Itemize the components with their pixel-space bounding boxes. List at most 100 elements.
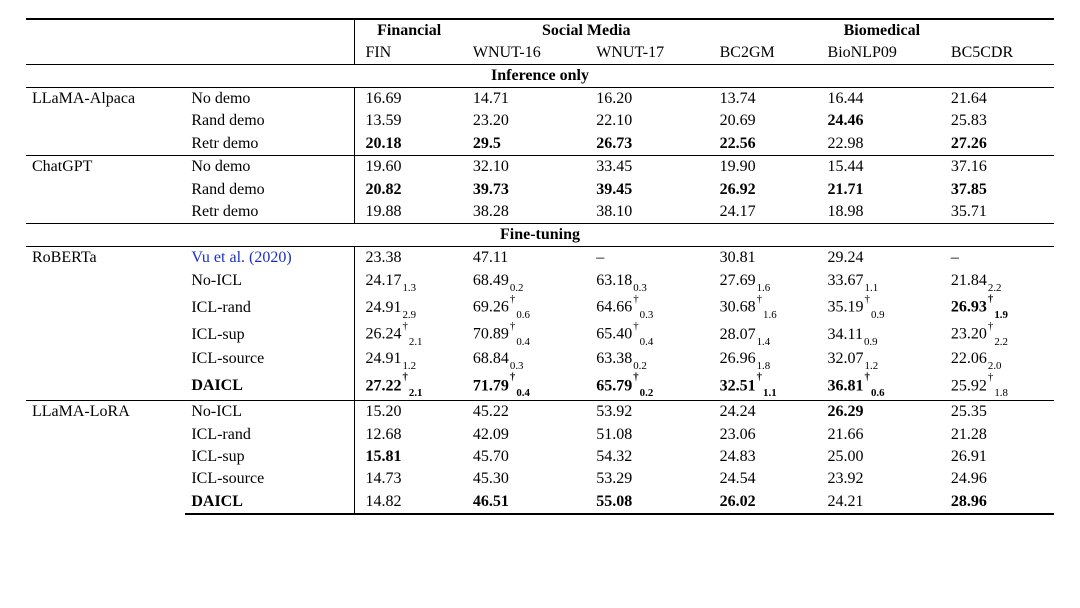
- cell: 21.28: [941, 424, 1054, 446]
- cell: 18.98: [818, 201, 941, 224]
- cell: 13.59: [355, 110, 463, 132]
- model-roberta: RoBERTa: [26, 247, 185, 401]
- cell: 19.88: [355, 201, 463, 224]
- header-dataset-row: FIN WNUT-16 WNUT-17 BC2GM BioNLP09 BC5CD…: [26, 42, 1054, 65]
- cell: 14.71: [463, 88, 586, 111]
- method-label: No-ICL: [185, 270, 355, 295]
- results-table: Financial Social Media Biomedical FIN WN…: [26, 18, 1054, 515]
- cell: 46.51: [463, 491, 586, 514]
- table-row: RoBERTa Vu et al. (2020) 23.38 47.11 – 3…: [26, 247, 1054, 270]
- cell: 21.66: [818, 424, 941, 446]
- cell: 26.24†2.1: [355, 321, 463, 348]
- cell: 28.96: [941, 491, 1054, 514]
- method-label: ICL-source: [185, 348, 355, 373]
- table-row: LLaMA-LoRA No-ICL 15.20 45.22 53.92 24.2…: [26, 401, 1054, 424]
- group-social: Social Media: [463, 19, 710, 42]
- cell: 24.46: [818, 110, 941, 132]
- table-row: ChatGPT No demo 19.60 32.10 33.45 19.90 …: [26, 156, 1054, 179]
- col-bionlp: BioNLP09: [818, 42, 941, 65]
- cell: 23.38: [355, 247, 463, 270]
- header-group-row: Financial Social Media Biomedical: [26, 19, 1054, 42]
- cell: 55.08: [586, 491, 709, 514]
- col-bc2gm: BC2GM: [710, 42, 818, 65]
- cell: 68.840.3: [463, 348, 586, 373]
- method-label: Rand demo: [185, 110, 355, 132]
- cell: 25.35: [941, 401, 1054, 424]
- cell: 15.81: [355, 446, 463, 468]
- cell: 24.171.3: [355, 270, 463, 295]
- cell: 26.91: [941, 446, 1054, 468]
- cell: 32.10: [463, 156, 586, 179]
- cell: 19.60: [355, 156, 463, 179]
- cell: 39.45: [586, 179, 709, 201]
- cell: 33.671.1: [818, 270, 941, 295]
- method-label: No demo: [185, 156, 355, 179]
- method-label: ICL-sup: [185, 446, 355, 468]
- cell: 34.110.9: [818, 321, 941, 348]
- cell: 63.180.3: [586, 270, 709, 295]
- cell: 65.79†0.2: [586, 373, 709, 401]
- method-label: Rand demo: [185, 179, 355, 201]
- cell: 29.24: [818, 247, 941, 270]
- cell: 47.11: [463, 247, 586, 270]
- cell: 38.10: [586, 201, 709, 224]
- cell: 21.842.2: [941, 270, 1054, 295]
- cell: 22.98: [818, 133, 941, 156]
- cell: 24.54: [710, 468, 818, 490]
- cell: 38.28: [463, 201, 586, 224]
- method-label: No demo: [185, 88, 355, 111]
- cell: 24.912.9: [355, 294, 463, 321]
- cell: 27.26: [941, 133, 1054, 156]
- col-wnut16: WNUT-16: [463, 42, 586, 65]
- cell: 51.08: [586, 424, 709, 446]
- cell: 69.26†0.6: [463, 294, 586, 321]
- cell: 24.83: [710, 446, 818, 468]
- cell: 12.68: [355, 424, 463, 446]
- cell: 23.20: [463, 110, 586, 132]
- cell: 26.73: [586, 133, 709, 156]
- method-label: ICL-rand: [185, 424, 355, 446]
- cell: 26.02: [710, 491, 818, 514]
- cell: 25.83: [941, 110, 1054, 132]
- cell: 14.73: [355, 468, 463, 490]
- cell: 15.44: [818, 156, 941, 179]
- cell: 70.89†0.4: [463, 321, 586, 348]
- cell: 36.81†0.6: [818, 373, 941, 401]
- cell: 30.81: [710, 247, 818, 270]
- cell: 27.691.6: [710, 270, 818, 295]
- cell: 20.69: [710, 110, 818, 132]
- model-llama-alpaca: LLaMA-Alpaca: [26, 88, 185, 156]
- cell: 26.961.8: [710, 348, 818, 373]
- cell: 68.490.2: [463, 270, 586, 295]
- cell: 37.85: [941, 179, 1054, 201]
- method-label: ICL-sup: [185, 321, 355, 348]
- cell: 24.96: [941, 468, 1054, 490]
- group-biomedical: Biomedical: [710, 19, 1054, 42]
- cell: 22.062.0: [941, 348, 1054, 373]
- col-fin: FIN: [355, 42, 463, 65]
- cell: 25.92†1.8: [941, 373, 1054, 401]
- cell: 23.20†2.2: [941, 321, 1054, 348]
- group-financial: Financial: [355, 19, 463, 42]
- cell: 25.00: [818, 446, 941, 468]
- cell: 16.20: [586, 88, 709, 111]
- cell: 26.29: [818, 401, 941, 424]
- cell: 20.18: [355, 133, 463, 156]
- cell: 16.44: [818, 88, 941, 111]
- cell: 23.06: [710, 424, 818, 446]
- cell: 19.90: [710, 156, 818, 179]
- cell: 53.92: [586, 401, 709, 424]
- method-label: Retr demo: [185, 201, 355, 224]
- cell: 15.20: [355, 401, 463, 424]
- method-label: Vu et al. (2020): [185, 247, 355, 270]
- cell: 26.93†1.9: [941, 294, 1054, 321]
- cell: 45.30: [463, 468, 586, 490]
- cell: 33.45: [586, 156, 709, 179]
- cell: 45.22: [463, 401, 586, 424]
- cell: 45.70: [463, 446, 586, 468]
- cell: 24.21: [818, 491, 941, 514]
- cell: 27.22†2.1: [355, 373, 463, 401]
- cell: 24.24: [710, 401, 818, 424]
- cell: 23.92: [818, 468, 941, 490]
- cell: 24.17: [710, 201, 818, 224]
